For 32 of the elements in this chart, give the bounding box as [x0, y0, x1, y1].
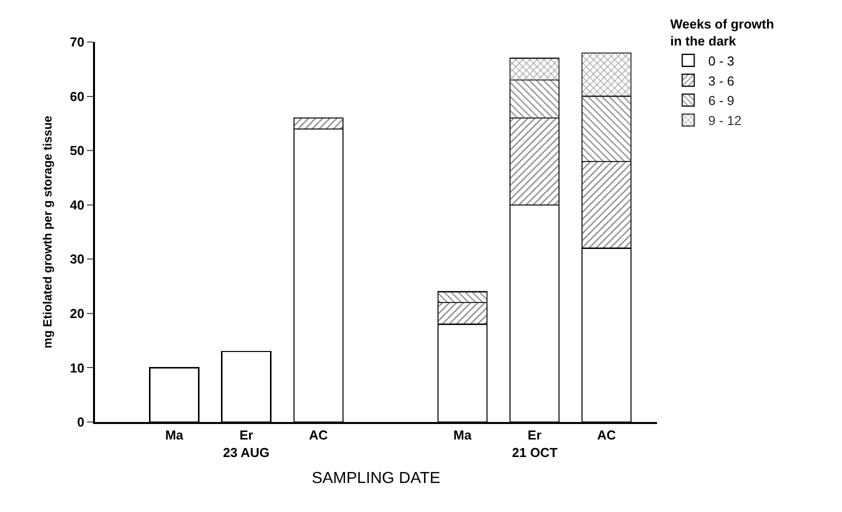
- bar: [509, 58, 560, 81]
- y-tick-label: 0: [77, 414, 84, 430]
- x-tick-label: Er: [528, 428, 542, 443]
- y-tick-label: 10: [70, 360, 84, 376]
- bar: [437, 291, 488, 304]
- x-axis-title: SAMPLING DATE: [312, 470, 440, 487]
- bar: [581, 52, 632, 97]
- bar: [509, 117, 560, 206]
- bar: [581, 160, 632, 249]
- y-tick-label: 70: [70, 34, 84, 50]
- text: 6 - 9: [708, 93, 734, 108]
- x-tick-label: AC: [597, 428, 617, 443]
- bar: [509, 79, 560, 119]
- x-tick-label: Er: [239, 428, 254, 443]
- text: 23 AUG: [223, 445, 270, 460]
- text: 3 - 6: [708, 73, 734, 88]
- y-tick-label: 30: [70, 252, 84, 267]
- y-tick-label: 50: [70, 143, 84, 158]
- legend-title: Weeks of growth in the dark: [670, 16, 774, 48]
- y-tick-label: 40: [70, 197, 84, 212]
- bar: [437, 302, 488, 325]
- y-tick-label: 60: [70, 88, 84, 104]
- x-tick-label: Ma: [165, 428, 184, 443]
- x-tick-label: Ma: [453, 428, 472, 443]
- y-tick-label: 20: [70, 306, 84, 321]
- bar: [293, 117, 344, 130]
- bar: [581, 96, 632, 162]
- text: 9 - 12: [708, 113, 742, 128]
- x-tick-label: AC: [308, 428, 328, 443]
- text: 21 OCT: [512, 445, 558, 460]
- legend-label: 0 - 3: [708, 53, 734, 68]
- y-axis-title: mg Etiolated growth per g storage tissue: [40, 115, 55, 348]
